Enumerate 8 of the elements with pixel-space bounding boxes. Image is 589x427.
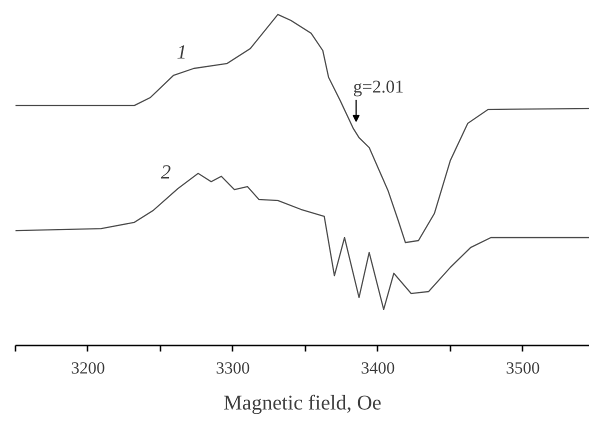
series-label: 1 (176, 41, 187, 64)
x-axis-title: Magnetic field, Oe (223, 390, 382, 414)
x-tick-label: 3300 (216, 358, 250, 378)
x-tick-label: 3500 (506, 358, 540, 378)
x-tick-label: 3200 (70, 358, 105, 378)
annotation: g=2.01 (353, 76, 404, 97)
series-label: 2 (160, 162, 171, 184)
x-tick-label: 3400 (360, 358, 395, 378)
